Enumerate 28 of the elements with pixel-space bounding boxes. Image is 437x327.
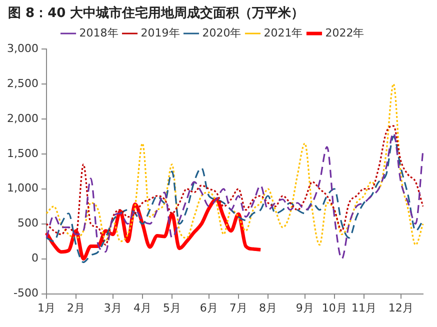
x-tick-label: 6月 bbox=[200, 301, 218, 314]
x-tick-label: 9月 bbox=[296, 301, 314, 314]
y-tick-label: 1,500 bbox=[6, 146, 38, 160]
legend-label: 2019年 bbox=[140, 26, 180, 40]
legend-label: 2018年 bbox=[79, 26, 118, 40]
legend-label: 2022年 bbox=[325, 26, 364, 40]
chart-title: 图 8：40 大中城市住宅用地周成交面积（万平米） bbox=[7, 4, 306, 22]
y-tick-label: 2,000 bbox=[6, 112, 38, 125]
legend-label: 2021年 bbox=[264, 26, 303, 40]
x-tick-label: 5月 bbox=[162, 301, 181, 314]
line-series bbox=[46, 83, 424, 246]
y-tick-label: 2,500 bbox=[6, 76, 38, 90]
x-tick-label: 11月 bbox=[351, 301, 376, 314]
x-tick-label: 4月 bbox=[133, 301, 152, 314]
y-tick-label: 500 bbox=[17, 216, 38, 230]
x-tick-label: 12月 bbox=[388, 301, 414, 314]
x-tick-label: 2月 bbox=[67, 301, 86, 314]
y-tick-label: 1,000 bbox=[6, 182, 38, 195]
x-tick-label: 1月 bbox=[37, 301, 56, 314]
y-tick-label: -500 bbox=[14, 286, 38, 300]
y-tick-label: 3,000 bbox=[6, 42, 38, 55]
x-tick-label: 8月 bbox=[258, 301, 277, 314]
x-tick-label: 3月 bbox=[104, 301, 122, 314]
legend-label: 2020年 bbox=[202, 26, 242, 40]
x-tick-label: 10月 bbox=[322, 301, 347, 314]
x-tick-label: 7月 bbox=[229, 301, 248, 314]
line-series bbox=[46, 125, 424, 246]
y-tick-label: 0 bbox=[31, 252, 38, 265]
